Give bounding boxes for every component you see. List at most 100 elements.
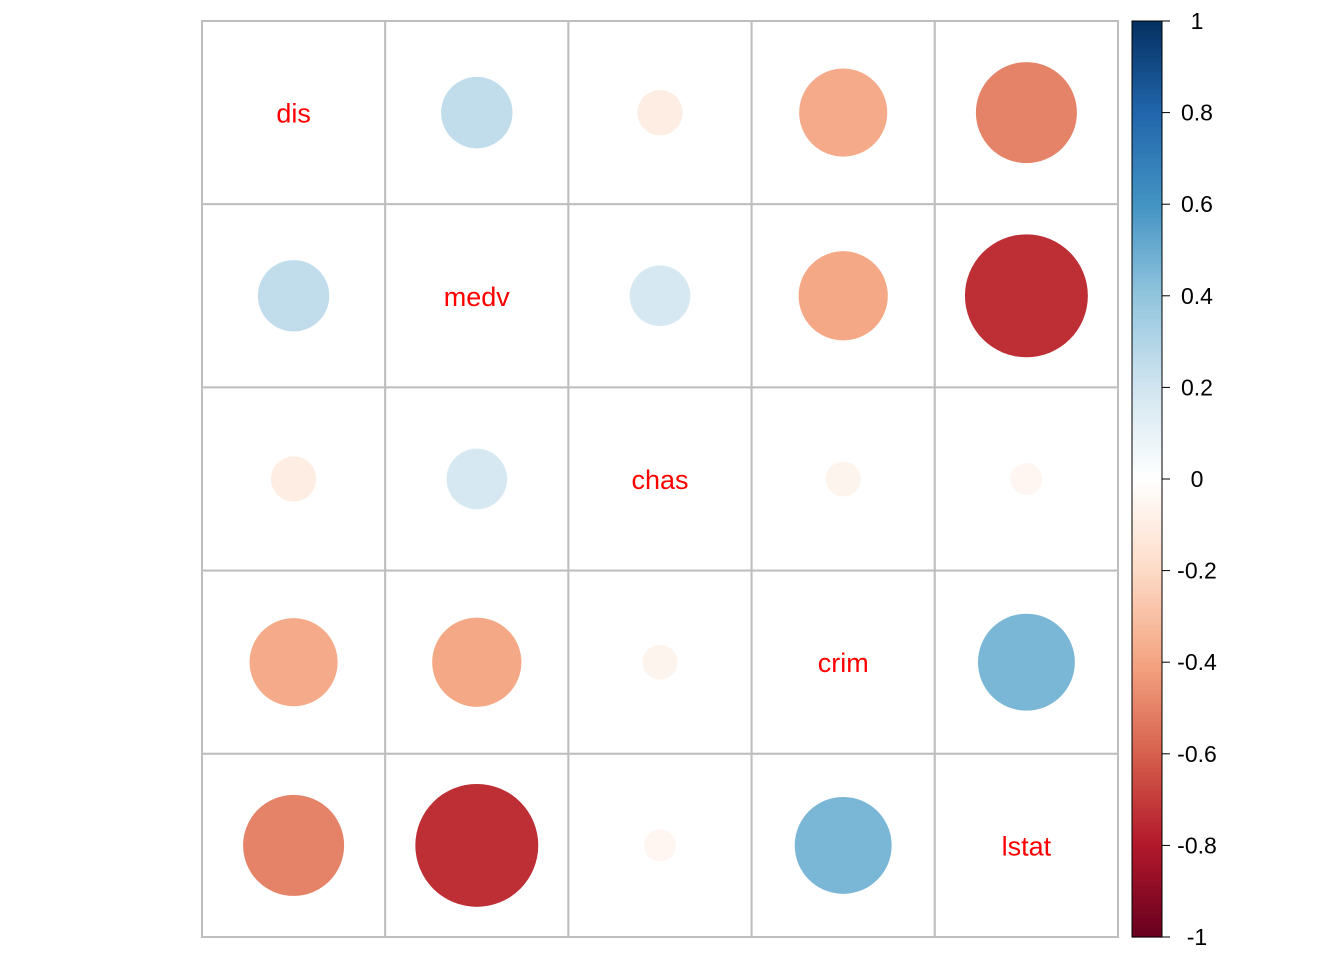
colorbar-segment [1132,89,1162,95]
colorbar-segment [1132,469,1162,476]
colorbar-segment [1132,561,1162,567]
colorbar-segment [1132,236,1162,242]
colorbar-segment [1132,75,1162,82]
colorbar-segment [1132,863,1162,869]
colorbar-segment [1132,162,1162,169]
colorbar-segment [1132,318,1162,324]
circle-crim-lstat [977,613,1075,711]
colorbar-segment [1132,268,1162,274]
colorbar-segment [1132,593,1162,599]
colorbar-segment [1132,460,1162,466]
colorbar-segment [1132,813,1162,819]
variable-label-medv: medv [444,282,511,312]
colorbar-segment [1132,698,1162,705]
colorbar-segment [1132,639,1162,645]
colorbar-segment [1132,369,1162,375]
colorbar-segment [1132,657,1162,663]
circle-medv-lstat [964,234,1088,358]
colorbar-segment [1132,62,1162,68]
colorbar-segment [1132,859,1162,865]
colorbar-segment [1132,190,1162,196]
colorbar-segment [1132,378,1162,384]
colorbar-segment [1132,158,1162,164]
colorbar-segment [1132,611,1162,617]
circle-medv-dis [257,260,330,332]
colorbar-segment [1132,566,1162,572]
colorbar-segment [1132,726,1162,732]
colorbar-segment [1132,117,1162,123]
colorbar-segment [1132,176,1162,182]
colorbar-segment [1132,685,1162,691]
colorbar: 1 0.8 0.6 0.4 0.2 0 -0.2 -0.4 -0.6 -0.8 -1 [1131,8,1217,950]
colorbar-segment [1132,80,1162,86]
colorbar-segment [1132,428,1162,434]
colorbar-segment [1132,904,1162,911]
colorbar-tick-label: -0.6 [1177,741,1217,767]
colorbar-segment [1132,103,1162,109]
colorbar-tick-label: 0.8 [1181,100,1213,126]
cell-dis-dis [201,20,387,206]
colorbar-segment [1132,48,1162,54]
colorbar-segment [1132,172,1162,178]
colorbar-segment [1132,772,1162,778]
colorbar-segment [1132,250,1162,256]
colorbar-segment [1132,776,1162,782]
circle-medv-chas [629,265,691,327]
colorbar-segment [1132,259,1162,265]
circle-chas-lstat [1010,463,1043,495]
colorbar-segment [1132,556,1162,563]
colorbar-segment [1132,263,1162,269]
colorbar-segment [1132,195,1162,201]
colorbar-segment [1132,689,1162,695]
colorbar-segment [1132,396,1162,402]
colorbar-segment [1132,483,1162,489]
colorbar-segment [1132,213,1162,219]
cell-chas-crim [750,386,936,572]
colorbar-segment [1132,616,1162,622]
circle-lstat-crim [794,796,892,894]
colorbar-segment [1132,108,1162,114]
colorbar-segment [1132,653,1162,659]
colorbar-segment [1132,144,1162,150]
colorbar-segment [1132,708,1162,714]
colorbar-segment [1132,538,1162,544]
variable-label-crim: crim [818,648,869,678]
colorbar-segment [1132,391,1162,398]
colorbar-segment [1132,135,1162,141]
colorbar-segment [1132,886,1162,892]
colorbar-segment [1132,199,1162,205]
colorbar-segment [1132,607,1162,613]
colorbar-segment [1132,130,1162,137]
colorbar-segment [1132,126,1162,132]
colorbar-segment [1132,474,1162,480]
colorbar-segment [1132,332,1162,338]
colorbar-segment [1132,43,1162,50]
colorbar-segment [1132,795,1162,801]
colorbar-segment [1132,547,1162,553]
colorbar-segment [1132,217,1162,224]
colorbar-segment [1132,254,1162,260]
colorbar-segment [1132,648,1162,654]
colorbar-segment [1132,680,1162,686]
colorbar-segment [1132,488,1162,494]
colorbar-segment [1132,272,1162,279]
colorbar-segment [1132,735,1162,741]
colorbar-segment [1132,25,1162,31]
circle-crim-medv [432,617,522,707]
circle-chas-crim [825,461,861,497]
colorbar-segment [1132,675,1162,682]
cell-chas-chas [567,386,753,572]
colorbar-tick-label: 0.6 [1181,191,1213,217]
colorbar-segment [1132,712,1162,718]
colorbar-segment [1132,666,1162,672]
colorbar-segment [1132,350,1162,356]
circle-chas-medv [446,448,508,510]
colorbar-segment [1132,588,1162,595]
colorbar-segment [1132,598,1162,604]
colorbar-segment [1132,524,1162,530]
colorbar-segment [1132,323,1162,329]
colorbar-segment [1132,575,1162,581]
colorbar-segment [1132,185,1162,192]
colorbar-segment [1132,817,1162,824]
